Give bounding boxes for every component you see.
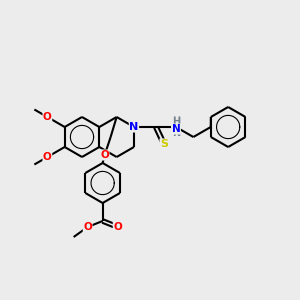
- Text: O: O: [43, 112, 52, 122]
- Text: O: O: [100, 150, 109, 160]
- Text: O: O: [43, 152, 52, 162]
- Text: S: S: [160, 139, 168, 149]
- Text: N: N: [172, 124, 180, 134]
- Text: O: O: [83, 222, 92, 232]
- Text: H: H: [172, 117, 180, 127]
- Text: O: O: [113, 222, 122, 232]
- Text: N: N: [129, 122, 139, 132]
- Text: H
N: H N: [172, 116, 180, 138]
